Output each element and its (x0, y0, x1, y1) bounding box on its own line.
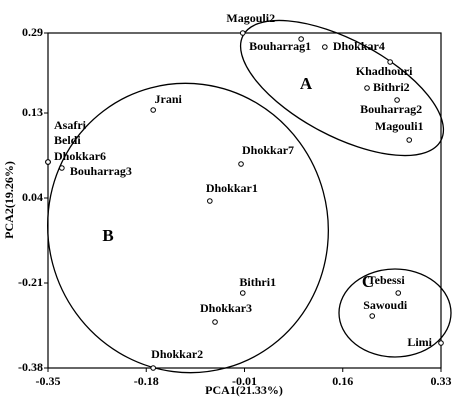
y-tick-label: 0.04 (22, 190, 43, 204)
x-tick-label: 0.16 (332, 374, 353, 388)
x-tick-label: 0.33 (431, 374, 452, 388)
point-label: Bouharrag3 (70, 164, 132, 178)
point (212, 319, 218, 325)
point-label: Dhokkar3 (200, 301, 252, 315)
point (364, 85, 370, 91)
point-label: Dhokkar6 (54, 149, 106, 163)
x-tick-label: -0.35 (36, 374, 61, 388)
point-label: Beldi (54, 133, 81, 147)
point (438, 340, 444, 346)
point-label: Magouli1 (375, 119, 424, 133)
point (207, 198, 213, 204)
cluster-ellipse (338, 268, 452, 358)
point (395, 290, 402, 296)
x-axis-label: PCA1(21.33%) (205, 383, 283, 397)
point (238, 161, 244, 167)
point-label: Dhokkar7 (242, 143, 294, 157)
point-label: Khadhouri (356, 64, 413, 78)
group-label: A (300, 74, 313, 93)
x-tick-label: -0.01 (232, 374, 257, 388)
point-label: Bithri2 (373, 80, 410, 94)
point (387, 59, 393, 65)
y-tick-label: 0.13 (22, 105, 43, 119)
point (406, 137, 413, 143)
point (150, 365, 156, 371)
y-tick-label: -0.21 (18, 275, 43, 289)
point-label: Sawoudi (363, 298, 408, 312)
y-tick-label: 0.29 (22, 25, 43, 39)
point-label: Limi (407, 335, 432, 349)
point-label: Dhokkar1 (206, 181, 258, 195)
point-label: Magouli2 (226, 11, 275, 25)
point-label: Bouharrag2 (360, 102, 422, 116)
group-label: C (362, 272, 374, 291)
point (59, 165, 65, 171)
point-label: Tebessi (368, 273, 406, 287)
point-label: Dhokkar2 (151, 347, 203, 361)
x-tick-label: -0.18 (134, 374, 159, 388)
point-label: Jrani (155, 92, 183, 106)
point (239, 290, 246, 296)
group-label: B (102, 226, 113, 245)
point-label: Bithri1 (239, 275, 276, 289)
point (150, 107, 156, 113)
point (322, 44, 328, 50)
point-label: Bouharrag1 (249, 39, 311, 53)
point (394, 97, 400, 103)
point-label: Asafri (54, 118, 87, 132)
y-axis-label: PCA2(19.26%) (2, 161, 16, 239)
point (45, 159, 51, 165)
y-tick-label: -0.38 (18, 360, 43, 374)
point (239, 30, 246, 36)
point (369, 313, 376, 319)
point (298, 36, 304, 42)
point-label: Dhokkar4 (333, 39, 385, 53)
